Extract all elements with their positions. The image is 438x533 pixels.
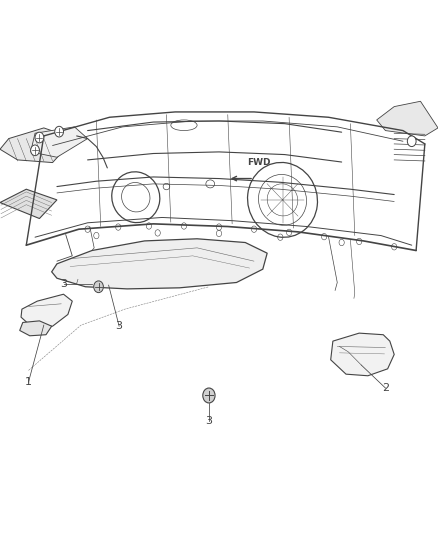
Polygon shape	[20, 321, 52, 336]
Polygon shape	[31, 127, 88, 157]
Text: 3: 3	[60, 279, 67, 288]
Polygon shape	[0, 128, 74, 163]
Text: 2: 2	[382, 383, 389, 393]
Circle shape	[35, 132, 44, 143]
Polygon shape	[331, 333, 394, 376]
Circle shape	[31, 145, 39, 156]
Polygon shape	[377, 101, 438, 136]
Circle shape	[407, 136, 416, 147]
Text: 1: 1	[25, 377, 32, 387]
Text: 3: 3	[205, 416, 212, 426]
Circle shape	[94, 281, 103, 293]
Polygon shape	[21, 294, 72, 328]
Polygon shape	[0, 189, 57, 219]
Polygon shape	[52, 239, 267, 289]
Text: FWD: FWD	[247, 158, 271, 167]
Circle shape	[203, 388, 215, 403]
Circle shape	[55, 126, 64, 137]
Text: 3: 3	[116, 321, 123, 331]
